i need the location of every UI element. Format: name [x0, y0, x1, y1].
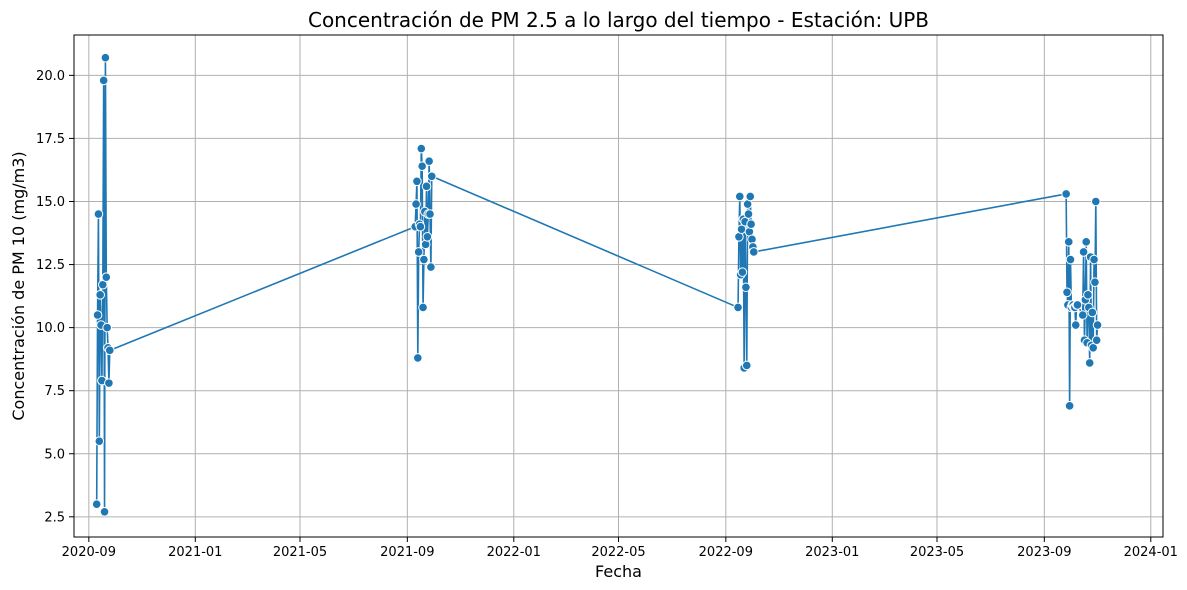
y-tick-label: 17.5	[36, 132, 65, 147]
data-point	[426, 171, 437, 182]
x-tick-label: 2021-01	[168, 545, 222, 560]
y-axis: 2.5 5.0 7.5 10.0 12.5 15.0 17.5 20.0	[36, 69, 74, 525]
data-point	[93, 209, 104, 219]
y-axis-label: Concentración de PM 10 (mg/m3)	[9, 151, 28, 420]
data-point	[737, 267, 748, 277]
data-point	[741, 360, 752, 371]
x-tick-label: 2024-01	[1124, 545, 1178, 560]
x-tick-label: 2022-01	[487, 545, 541, 560]
data-point	[413, 353, 423, 363]
x-tick-label: 2022-09	[699, 545, 753, 560]
data-point	[102, 322, 112, 333]
data-point	[92, 310, 103, 320]
x-tick-label: 2021-09	[380, 545, 434, 560]
data-point	[743, 209, 754, 219]
data-point	[1089, 254, 1099, 265]
data-point	[101, 272, 112, 282]
data-point	[1077, 310, 1088, 320]
data-point	[425, 209, 435, 219]
data-point	[1078, 247, 1089, 257]
y-tick-label: 20.0	[36, 69, 65, 84]
data-point	[100, 52, 111, 63]
data-point	[748, 247, 759, 257]
data-point	[1064, 401, 1075, 411]
data-point	[98, 75, 109, 86]
data-point	[417, 161, 427, 171]
data-point	[1072, 300, 1083, 310]
data-point	[413, 247, 424, 257]
data-point	[1091, 196, 1101, 207]
data-layer	[91, 52, 1103, 517]
data-point	[746, 219, 756, 229]
data-point	[99, 506, 110, 517]
data-point	[1091, 335, 1102, 346]
x-tick-label: 2020-09	[62, 545, 116, 560]
y-tick-label: 2.5	[44, 510, 65, 525]
data-point	[424, 156, 434, 166]
data-point	[91, 499, 102, 510]
data-point	[1062, 287, 1072, 298]
x-tick-label: 2023-01	[805, 545, 859, 560]
data-point	[1083, 290, 1093, 300]
data-point	[95, 290, 105, 300]
data-point	[1092, 320, 1103, 330]
data-point	[1070, 320, 1081, 330]
data-point	[1065, 254, 1076, 265]
data-point	[1087, 307, 1098, 318]
data-point	[104, 378, 114, 388]
data-point	[1063, 237, 1074, 247]
data-point	[745, 191, 756, 202]
y-tick-label: 10.0	[36, 321, 65, 336]
data-point	[418, 302, 428, 313]
y-tick-label: 7.5	[44, 384, 65, 399]
x-tick-label: 2023-09	[1017, 545, 1071, 560]
data-point	[422, 232, 433, 242]
data-point	[94, 436, 105, 446]
grid	[74, 35, 1163, 537]
data-point	[734, 191, 745, 202]
y-tick-label: 15.0	[36, 195, 65, 210]
data-point	[1084, 358, 1095, 368]
x-axis-label: Fecha	[595, 562, 642, 581]
data-point	[1090, 277, 1100, 288]
y-tick-label: 12.5	[36, 258, 65, 273]
data-point	[1061, 189, 1071, 199]
data-point	[419, 254, 429, 265]
data-point	[411, 199, 421, 209]
x-tick-label: 2023-05	[910, 545, 964, 560]
x-tick-label: 2022-05	[591, 545, 645, 560]
x-axis: 2020-09 2021-01 2021-05 2021-09 2022-01 2022-…	[62, 537, 1178, 560]
x-tick-label: 2021-05	[273, 545, 327, 560]
data-point	[104, 345, 115, 356]
data-point	[741, 282, 751, 293]
data-point	[421, 181, 432, 192]
chart-title: Concentración de PM 2.5 a lo largo del t…	[308, 8, 929, 32]
y-tick-label: 5.0	[44, 447, 65, 462]
data-point	[1081, 237, 1092, 247]
data-point	[733, 302, 743, 313]
data-point	[415, 221, 426, 232]
data-point	[416, 143, 427, 154]
data-point	[412, 176, 422, 187]
data-point	[426, 262, 436, 272]
